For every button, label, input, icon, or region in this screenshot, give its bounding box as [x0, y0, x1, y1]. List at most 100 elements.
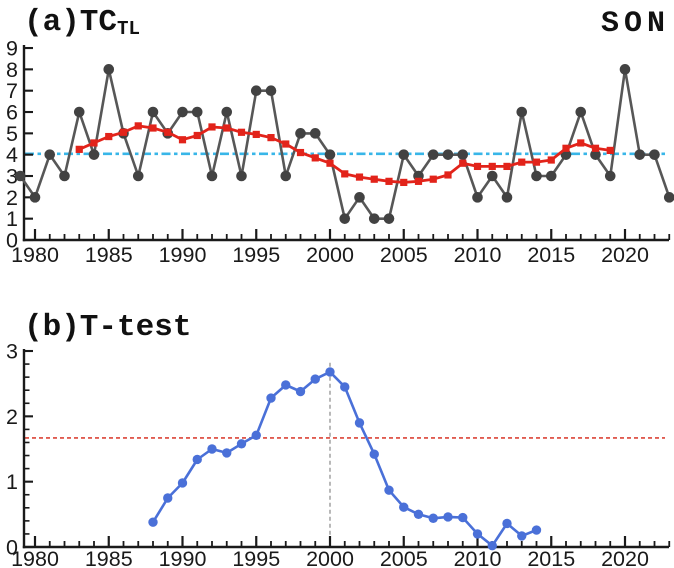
panel-b-t-statistic-marker [428, 513, 438, 523]
panel-a-smoothed-running-mean-marker [547, 156, 555, 164]
panel-a-annual-tc-count-marker [103, 64, 115, 75]
panel-b-t-statistic-marker [340, 382, 350, 392]
panel-a-smoothed-running-mean-marker [488, 162, 496, 171]
panel-a-smoothed-running-mean-marker [503, 162, 511, 171]
panel-a-smoothed-running-mean-marker [193, 131, 201, 140]
panel-a-smoothed-running-mean-marker [562, 144, 570, 152]
panel-a-x-tick-label: 1995 [232, 243, 280, 267]
panel-b-t-statistic-marker [531, 525, 542, 535]
panel-a-smoothed-running-mean-marker [444, 171, 452, 179]
panel-b-t-statistic-marker [384, 485, 394, 495]
panel-a-smoothed-running-mean-marker [385, 177, 393, 185]
panel-a-x-tick-label: 2010 [454, 243, 502, 267]
panel-b-t-statistic-marker [472, 529, 483, 539]
panel-a-smoothed-running-mean-marker [414, 177, 423, 185]
panel-b-t-statistic-marker [148, 517, 158, 527]
panel-b-t-statistic-marker [295, 386, 306, 397]
panel-b-t-statistic-marker [399, 502, 409, 512]
panel-a-smoothed-running-mean-marker [164, 128, 172, 136]
panel-a-annual-tc-count-marker [324, 149, 336, 160]
panel-b-x-tick-label: 2015 [527, 547, 575, 568]
panel-a-smoothed-running-mean-marker [282, 140, 290, 148]
panel-b-t-statistic-marker [369, 449, 379, 459]
panel-a-x-tick-label: 2020 [601, 243, 649, 267]
panel-a-annual-tc-count-marker [634, 149, 646, 160]
panel-b-t-statistic-marker [517, 531, 527, 541]
panel-b-t-statistic-marker [325, 367, 335, 377]
panel-b-t-statistic-marker [413, 509, 424, 520]
panel-a-smoothed-running-mean-marker [237, 128, 246, 136]
panel-b-t-statistic-marker [266, 393, 276, 403]
panel-b-t-statistic-marker [281, 380, 291, 390]
panel-b-x-tick-label: 2010 [454, 547, 502, 568]
panel-a-y-tick-label: 8 [6, 58, 18, 82]
panel-a-y-tick-label: 3 [6, 165, 18, 189]
panel-a-smoothed-running-mean-marker [606, 146, 614, 155]
panel-a-annual-tc-count-marker [545, 170, 557, 182]
panel-a-annual-tc-count-marker [368, 213, 380, 224]
panel-b-x-tick-label: 1995 [232, 547, 280, 568]
panel-a-smoothed-running-mean-marker [119, 128, 128, 136]
panel-a-x-tick-label: 2015 [527, 243, 575, 267]
panel-a-annual-tc-count-marker [250, 85, 262, 96]
panel-a-annual-tc-count-marker [177, 106, 188, 118]
panel-a-annual-tc-count-marker [442, 149, 454, 160]
panel-b-x-tick-label: 1985 [85, 547, 133, 568]
panel-b-y-tick-label: 0 [6, 536, 18, 560]
panel-b-x-tick-label: 1980 [11, 547, 59, 568]
panel-a-annual-tc-count-marker [531, 170, 542, 182]
panel-a-annual-tc-count-marker [147, 106, 159, 118]
panel-a-annual-tc-count-marker [191, 106, 203, 118]
panel-a-y-tick-label: 9 [6, 37, 18, 61]
panel-a-annual-tc-count-marker [132, 170, 144, 182]
panel-a-annual-tc-count-marker [59, 170, 70, 182]
panel-a-smoothed-running-mean-marker [473, 162, 482, 171]
panel-b-t-statistic-marker [502, 518, 512, 529]
panel-a-smoothed-running-mean-marker [252, 130, 260, 139]
panel-a-annual-tc-count-marker [457, 149, 469, 160]
panel-a-x-tick-label: 1980 [11, 243, 59, 267]
panel-a-smoothed-running-mean-marker [208, 123, 216, 131]
panel-a-smoothed-running-mean-marker [149, 124, 157, 132]
panel-a-annual-tc-count-marker [354, 192, 365, 203]
panel-a-y-tick-label: 0 [6, 229, 18, 253]
panel-a-annual-tc-count-marker [486, 170, 498, 182]
panel-a-annual-tc-count-marker [14, 170, 26, 182]
panel-a-annual-tc-count-marker [619, 64, 631, 75]
panel-a-annual-tc-count-marker [590, 149, 601, 160]
panel-a-x-tick-label: 2005 [380, 243, 428, 267]
panel-b-t-statistic-marker [236, 439, 247, 449]
panel-a-smoothed-running-mean-marker [267, 134, 275, 142]
panel-a-smoothed-running-mean-marker [326, 159, 334, 167]
panel-a-annual-tc-count-marker [383, 213, 395, 224]
panel-b-t-statistic-marker [177, 478, 188, 488]
panel-a-annual-tc-count-marker [295, 128, 306, 139]
panel-b-t-statistic-marker [251, 430, 261, 440]
panel-b-t-statistic-marker [443, 512, 453, 522]
panel-b-y-tick-label: 3 [6, 340, 18, 364]
panel-b-t-statistic-marker [310, 374, 320, 384]
panel-a-y-tick-label: 2 [6, 186, 18, 210]
panel-a-smoothed-running-mean-marker [223, 124, 231, 132]
panel-a-smoothed-running-mean-marker [355, 173, 364, 181]
panel-a-annual-tc-count-marker [88, 149, 100, 160]
panel-a-x-tick-label: 1990 [159, 243, 207, 267]
panel-a-smoothed-running-mean-marker [591, 144, 600, 152]
panel-a-annual-tc-count-marker [73, 106, 85, 118]
panel-a-smoothed-running-mean-marker [400, 178, 408, 187]
panel-b-t-statistic-marker [487, 540, 497, 551]
panel-b-y-tick-label: 2 [6, 405, 18, 429]
panel-b-title: (b)T-test [24, 310, 192, 345]
panel-a-annual-tc-count-marker [339, 213, 351, 224]
panel-a-annual-tc-count-marker [265, 85, 277, 96]
panel-a-annual-tc-count-line [19, 68, 671, 220]
panel-a-smoothed-running-mean-marker [370, 175, 378, 183]
panel-a-annual-tc-count-marker [472, 192, 483, 203]
panel-b-y-tick-label: 1 [6, 470, 18, 494]
panel-a-annual-tc-count-marker [29, 192, 41, 203]
panel-a-annual-tc-count-marker [501, 192, 513, 203]
panel-b-t-statistic-marker [222, 448, 232, 458]
panel-a-annual-tc-count-marker [427, 149, 439, 160]
panel-a-title: (a)TCTL [24, 7, 140, 39]
panel-b-t-statistic-marker [192, 454, 202, 465]
